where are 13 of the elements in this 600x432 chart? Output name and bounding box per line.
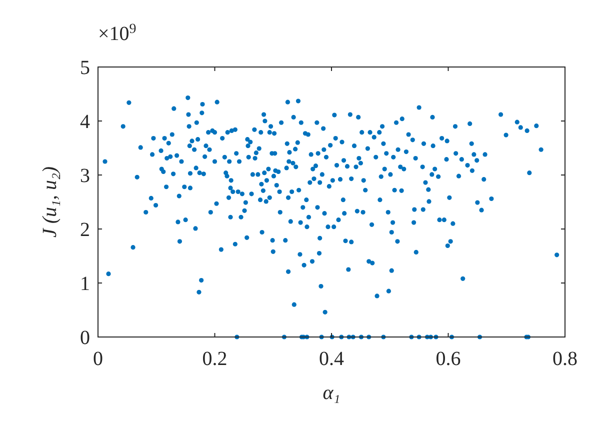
y-tick-label: 2 (80, 219, 90, 241)
y-tick-label: 3 (80, 165, 90, 187)
x-tick-label: 0.6 (436, 348, 461, 370)
x-axis-title: α₁ (322, 382, 340, 404)
y-tick-label: 0 (80, 327, 90, 349)
text: ×10$^{9}$ (98, 22, 136, 45)
y-tick-label: 5 (80, 57, 90, 79)
x-tick-label: 0.8 (552, 348, 578, 370)
y-tick-label: 4 (80, 111, 90, 133)
x-tick-label: 0.4 (319, 348, 344, 370)
y-axis-title: J (u₁, u₂) (39, 166, 61, 238)
x-tick-label: 0.2 (202, 348, 228, 370)
y-tick-label: 1 (80, 273, 90, 295)
